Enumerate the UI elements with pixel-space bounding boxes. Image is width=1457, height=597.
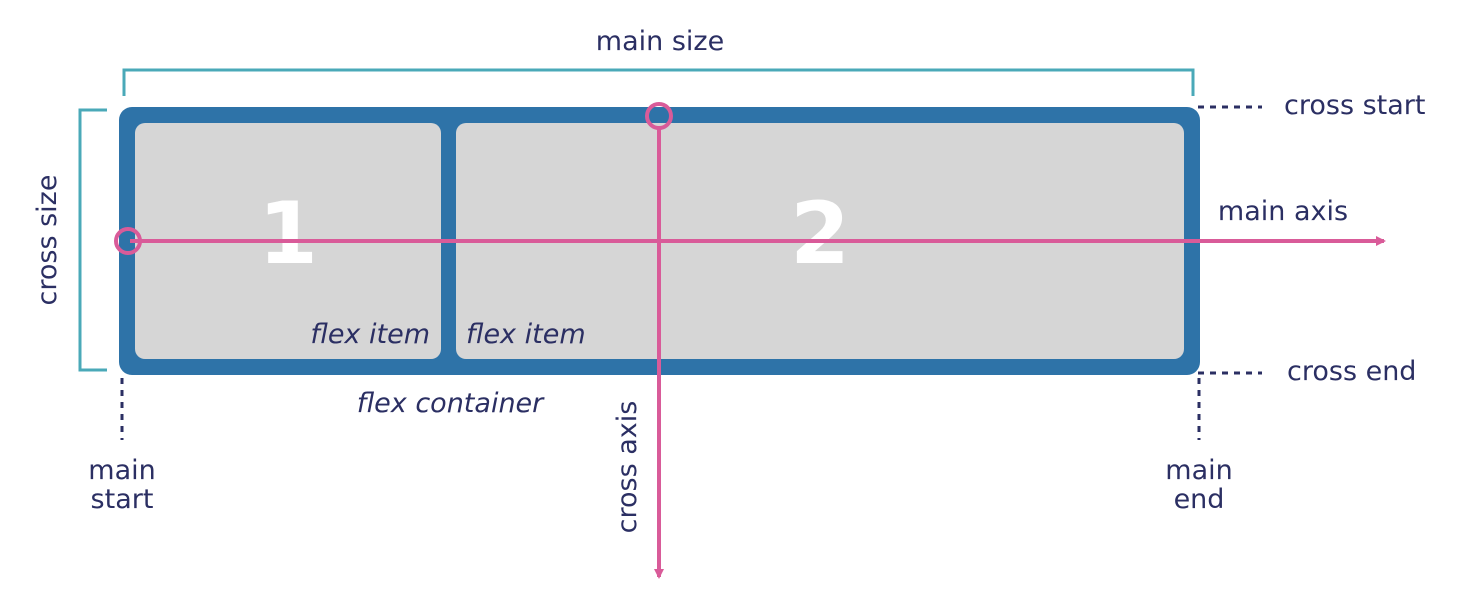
- cross-start-origin-marker: [645, 102, 673, 130]
- flex-item-2-label: flex item: [466, 319, 586, 350]
- cross-size-label: cross size: [32, 175, 63, 306]
- main-axis-label: main axis: [1218, 196, 1348, 227]
- flex-item-1-number: 1: [258, 184, 318, 284]
- main-start-label-line2: start: [91, 484, 154, 515]
- main-start-origin-marker: [114, 227, 142, 255]
- flex-container-label: flex container: [357, 388, 545, 419]
- main-end-label-line2: end: [1174, 484, 1225, 515]
- flex-item-2-number: 2: [790, 184, 850, 284]
- flex-item-1-label: flex item: [310, 319, 430, 350]
- dotted-guides: [120, 105, 1262, 440]
- cross-size-bracket: [78, 108, 107, 372]
- cross-end-label: cross end: [1287, 356, 1416, 387]
- cross-start-label: cross start: [1284, 90, 1425, 121]
- main-size-bracket: [122, 68, 1195, 96]
- cross-axis-label: cross axis: [612, 401, 643, 534]
- main-start-label-line1: main: [88, 455, 155, 486]
- main-size-label: main size: [596, 26, 724, 57]
- main-end-label-line1: main: [1165, 455, 1232, 486]
